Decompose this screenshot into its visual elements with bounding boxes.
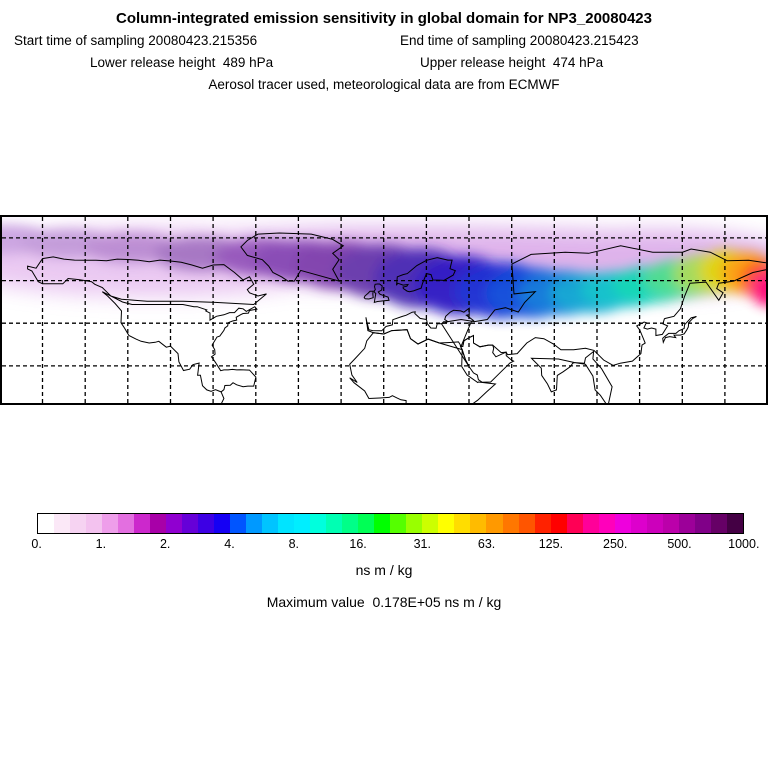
svg-text:1000.: 1000. [728,537,759,551]
svg-text:16.: 16. [349,537,366,551]
svg-text:31.: 31. [414,537,431,551]
svg-text:500.: 500. [667,537,691,551]
svg-text:0.: 0. [31,537,41,551]
svg-text:250.: 250. [603,537,627,551]
svg-text:4.: 4. [224,537,234,551]
svg-text:125.: 125. [539,537,563,551]
svg-text:1.: 1. [96,537,106,551]
svg-text:8.: 8. [289,537,299,551]
svg-text:2.: 2. [160,537,170,551]
svg-text:63.: 63. [478,537,495,551]
